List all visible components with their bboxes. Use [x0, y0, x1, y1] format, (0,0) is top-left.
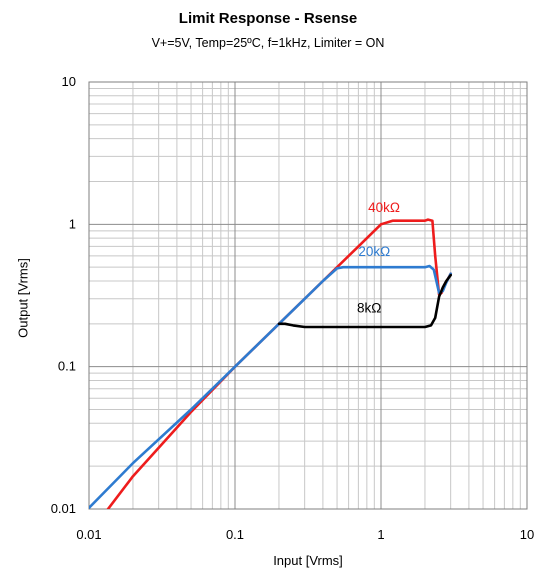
- y-tick-label: 1: [69, 216, 76, 231]
- y-tick-label: 10: [62, 74, 76, 89]
- series-annotation: 20kΩ: [358, 244, 390, 259]
- series-annotation: 8kΩ: [357, 301, 381, 316]
- series-line: [277, 273, 453, 329]
- x-tick-label: 0.01: [76, 527, 101, 542]
- chart-title: Limit Response - Rsense: [178, 10, 358, 27]
- x-tick-label: 0.1: [226, 527, 244, 542]
- series-line: [89, 264, 453, 509]
- series-annotation: 40kΩ: [368, 200, 400, 215]
- x-tick-label: 1: [377, 527, 384, 542]
- x-axis-label: Input [Vrms]: [273, 553, 343, 568]
- y-tick-label: 0.01: [51, 501, 76, 516]
- y-axis-label: Output [Vrms]: [15, 258, 31, 338]
- plot-frame: [88, 81, 528, 510]
- chart-subtitle: V+=5V, Temp=25ºC, f=1kHz, Limiter = ON: [151, 36, 385, 50]
- series-line: [106, 218, 453, 509]
- x-tick-label: 10: [520, 527, 534, 542]
- y-tick-label: 0.1: [58, 359, 76, 374]
